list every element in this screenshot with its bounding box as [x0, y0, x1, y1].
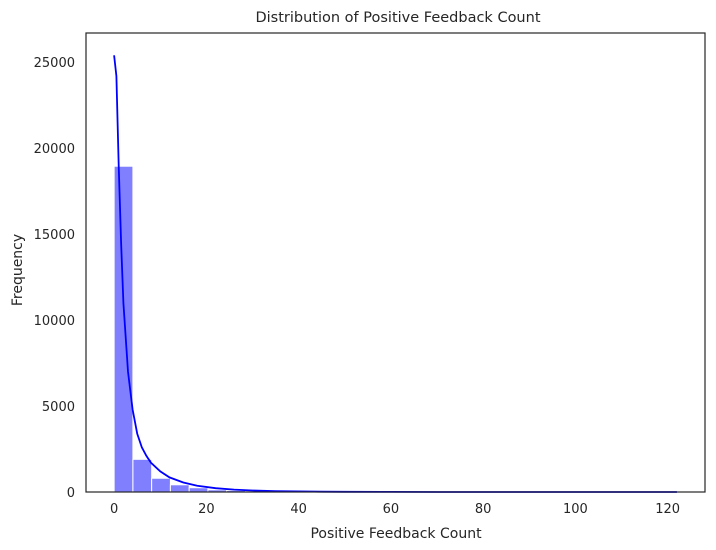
chart-title: Distribution of Positive Feedback Count	[255, 10, 540, 26]
y-tick-label: 0	[67, 486, 75, 501]
x-tick-label: 20	[198, 502, 215, 517]
histogram-bar	[188, 487, 209, 493]
x-tick-labels: 0 20 40 60 80 100 120	[110, 502, 680, 517]
y-tick-label: 5000	[42, 400, 75, 415]
y-tick-label: 15000	[34, 228, 75, 243]
y-tick-labels: 0 5000 10000 15000 20000 25000	[34, 56, 75, 501]
x-tick-label: 60	[383, 502, 400, 517]
histogram-bar	[151, 477, 171, 493]
x-tick-label: 120	[655, 502, 680, 517]
y-tick-label: 25000	[34, 56, 75, 71]
y-tick-label: 20000	[34, 142, 75, 157]
bars-group	[113, 165, 678, 493]
x-tick-label: 80	[475, 502, 492, 517]
histogram-bar	[132, 458, 153, 493]
histogram-bar	[113, 165, 134, 493]
y-axis-label: Frequency	[10, 234, 26, 306]
x-tick-label: 100	[563, 502, 588, 517]
x-tick-label: 40	[290, 502, 307, 517]
x-axis-label: Positive Feedback Count	[310, 526, 482, 542]
x-tick-label: 0	[110, 502, 118, 517]
plot-frame	[85, 32, 706, 493]
y-tick-label: 10000	[34, 314, 75, 329]
kde-curve	[113, 55, 677, 493]
histogram-bar	[169, 484, 190, 493]
